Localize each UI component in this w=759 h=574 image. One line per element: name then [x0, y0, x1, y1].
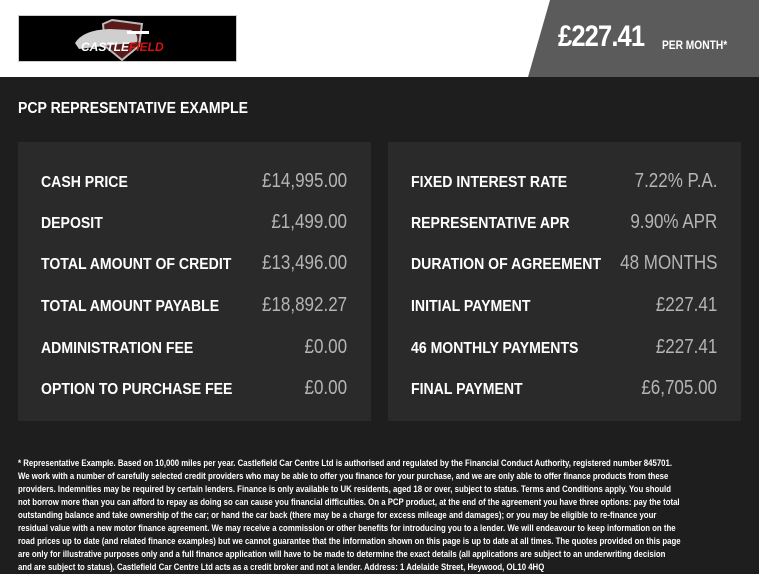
price-banner	[528, 0, 759, 77]
footer	[0, 438, 759, 569]
finance-row: DEPOSIT £1,499.00	[41, 211, 347, 235]
finance-label: 46 MONTHLY PAYMENTS	[411, 340, 579, 357]
finance-row: REPRESENTATIVE APR 9.90% APR	[411, 211, 717, 235]
logo-image: CASTLEFIELD	[75, 18, 164, 61]
per-month-label: PER MONTH*	[662, 38, 728, 52]
finance-value: £6,705.00	[641, 377, 717, 399]
finance-row: INITIAL PAYMENT £227.41	[411, 294, 717, 318]
castlefield-logo[interactable]: CASTLEFIELD	[18, 15, 237, 62]
finance-value: £227.41	[655, 294, 717, 316]
finance-value: £0.00	[304, 377, 347, 399]
finance-row: FIXED INTEREST RATE 7.22% P.A.	[411, 170, 717, 194]
finance-label: FINAL PAYMENT	[411, 381, 523, 398]
disclaimer-text: * Representative Example. Based on 10,00…	[18, 458, 681, 572]
section-title: PCP REPRESENTATIVE EXAMPLE	[18, 100, 249, 117]
finance-value: £1,499.00	[271, 211, 347, 233]
finance-row: FINAL PAYMENT £6,705.00	[411, 377, 717, 401]
monthly-price: £227.41	[558, 20, 645, 53]
finance-row: CASH PRICE £14,995.00	[41, 170, 347, 194]
finance-value: £13,496.00	[261, 252, 347, 274]
finance-label: FIXED INTEREST RATE	[411, 174, 568, 191]
finance-label: CASH PRICE	[41, 174, 128, 191]
finance-label: INITIAL PAYMENT	[411, 298, 531, 315]
finance-label: TOTAL AMOUNT OF CREDIT	[41, 256, 232, 273]
finance-value: £14,995.00	[261, 170, 347, 192]
finance-row: TOTAL AMOUNT OF CREDIT £13,496.00	[41, 252, 347, 276]
left-finance-panel: CASH PRICE £14,995.00 DEPOSIT £1,499.00 TOTA…	[18, 142, 371, 421]
finance-row: ADMINISTRATION FEE £0.00	[41, 336, 347, 360]
finance-label: DURATION OF AGREEMENT	[411, 256, 602, 273]
finance-label: ADMINISTRATION FEE	[41, 340, 194, 357]
finance-value: 48 MONTHS	[619, 252, 717, 274]
finance-row: TOTAL AMOUNT PAYABLE £18,892.27	[41, 294, 347, 318]
finance-label: DEPOSIT	[41, 215, 103, 232]
finance-value: £18,892.27	[261, 294, 347, 316]
finance-row: OPTION TO PURCHASE FEE £0.00	[41, 377, 347, 401]
finance-label: REPRESENTATIVE APR	[411, 215, 570, 232]
finance-label: OPTION TO PURCHASE FEE	[41, 381, 233, 398]
svg-text:CASTLEFIELD: CASTLEFIELD	[81, 40, 164, 54]
finance-row: DURATION OF AGREEMENT 48 MONTHS	[411, 252, 717, 276]
right-finance-panel: FIXED INTEREST RATE 7.22% P.A. REPRESENTAT…	[388, 142, 741, 421]
finance-label: TOTAL AMOUNT PAYABLE	[41, 298, 220, 315]
finance-value: 9.90% APR	[630, 211, 717, 233]
finance-value: £0.00	[304, 336, 347, 358]
finance-value: 7.22% P.A.	[634, 170, 717, 192]
finance-row: 46 MONTHLY PAYMENTS £227.41	[411, 336, 717, 360]
finance-value: £227.41	[655, 336, 717, 358]
